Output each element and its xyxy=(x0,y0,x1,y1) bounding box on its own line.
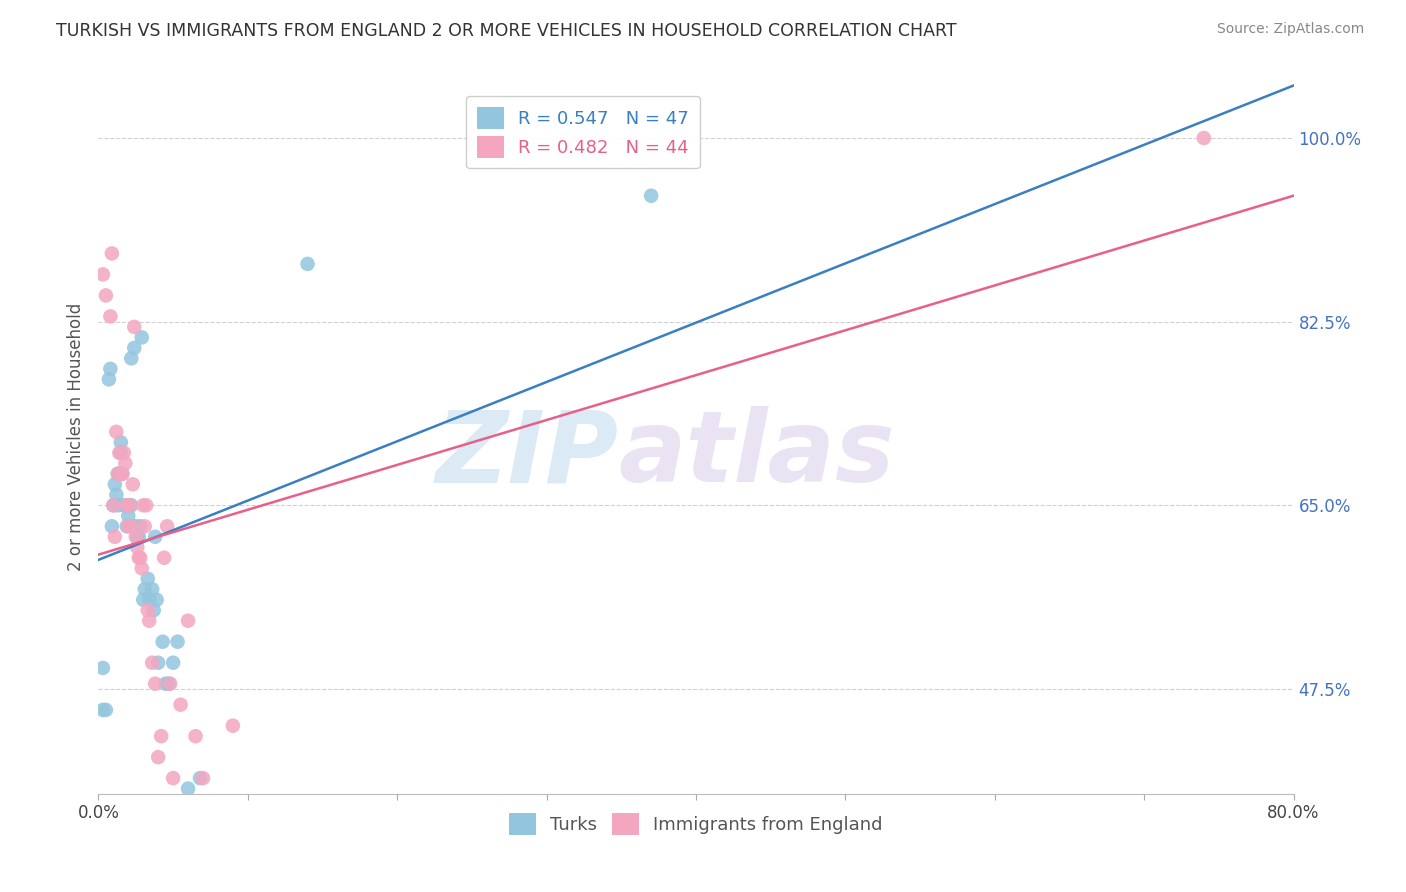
Point xyxy=(104,477,127,491)
Point xyxy=(103,498,125,512)
Point xyxy=(125,530,148,544)
Point xyxy=(131,330,153,344)
Point xyxy=(117,508,139,523)
Point xyxy=(118,498,141,512)
Point xyxy=(110,467,132,481)
Point xyxy=(101,519,124,533)
Point xyxy=(115,498,138,512)
Point xyxy=(103,498,125,512)
Point xyxy=(112,446,135,460)
Point xyxy=(128,550,150,565)
Point xyxy=(110,446,132,460)
Point xyxy=(105,488,128,502)
Text: Source: ZipAtlas.com: Source: ZipAtlas.com xyxy=(1216,22,1364,37)
Point xyxy=(297,257,319,271)
Point xyxy=(98,310,122,324)
Point xyxy=(152,634,174,648)
Point xyxy=(118,498,141,512)
Point xyxy=(91,661,114,675)
Point xyxy=(129,519,152,533)
Point xyxy=(91,268,114,282)
Point xyxy=(97,372,120,386)
Point xyxy=(127,541,149,555)
Point xyxy=(108,446,131,460)
Point xyxy=(162,656,184,670)
Y-axis label: 2 or more Vehicles in Household: 2 or more Vehicles in Household xyxy=(66,303,84,571)
Point xyxy=(98,362,122,376)
Point xyxy=(132,498,155,512)
Point xyxy=(222,719,245,733)
Point xyxy=(184,729,207,743)
Point xyxy=(104,530,127,544)
Text: ZIP: ZIP xyxy=(436,407,619,503)
Point xyxy=(169,698,191,712)
Point xyxy=(107,498,129,512)
Point xyxy=(141,656,163,670)
Point xyxy=(1192,131,1215,145)
Point xyxy=(107,467,129,481)
Point xyxy=(117,519,139,533)
Point xyxy=(131,561,153,575)
Point xyxy=(188,771,211,785)
Point xyxy=(148,656,170,670)
Point xyxy=(124,319,146,334)
Point xyxy=(136,603,159,617)
Point xyxy=(157,676,180,690)
Point xyxy=(143,530,166,544)
Point xyxy=(111,467,134,481)
Point xyxy=(141,582,163,597)
Point xyxy=(114,498,136,512)
Point xyxy=(125,519,148,533)
Text: atlas: atlas xyxy=(619,407,894,503)
Point xyxy=(640,188,662,202)
Point xyxy=(153,550,176,565)
Point xyxy=(143,676,166,690)
Text: TURKISH VS IMMIGRANTS FROM ENGLAND 2 OR MORE VEHICLES IN HOUSEHOLD CORRELATION C: TURKISH VS IMMIGRANTS FROM ENGLAND 2 OR … xyxy=(56,22,957,40)
Point xyxy=(162,771,184,785)
Point xyxy=(120,351,142,366)
Point xyxy=(107,467,129,481)
Point xyxy=(91,703,114,717)
Point xyxy=(128,530,150,544)
Point xyxy=(177,614,200,628)
Point xyxy=(166,634,188,648)
Point xyxy=(138,592,160,607)
Point xyxy=(138,614,160,628)
Point xyxy=(159,676,181,690)
Point xyxy=(267,803,290,817)
Point xyxy=(155,676,177,690)
Point xyxy=(124,341,146,355)
Point xyxy=(142,603,165,617)
Point xyxy=(120,498,142,512)
Point xyxy=(110,435,132,450)
Point xyxy=(120,519,142,533)
Point xyxy=(115,519,138,533)
Point xyxy=(191,771,214,785)
Point xyxy=(145,592,167,607)
Point xyxy=(112,498,135,512)
Point xyxy=(132,592,155,607)
Point xyxy=(134,582,156,597)
Point xyxy=(111,467,134,481)
Point xyxy=(121,477,143,491)
Point xyxy=(129,550,152,565)
Point xyxy=(127,530,149,544)
Legend: Turks, Immigrants from England: Turks, Immigrants from England xyxy=(502,805,890,842)
Point xyxy=(156,519,179,533)
Point xyxy=(108,467,131,481)
Point xyxy=(136,572,159,586)
Point xyxy=(134,519,156,533)
Point xyxy=(135,498,157,512)
Point xyxy=(94,703,117,717)
Point xyxy=(150,729,173,743)
Point xyxy=(121,519,143,533)
Point xyxy=(114,456,136,470)
Point xyxy=(94,288,117,302)
Point xyxy=(148,750,170,764)
Point xyxy=(105,425,128,439)
Point xyxy=(101,246,124,260)
Point xyxy=(177,781,200,796)
